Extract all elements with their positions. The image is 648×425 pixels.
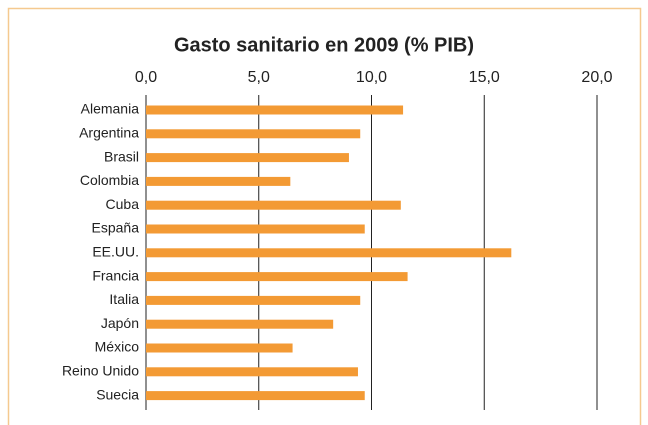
y-tick-label: Japón xyxy=(101,315,139,331)
y-tick-label: Colombia xyxy=(80,172,139,188)
y-tick-label: Reino Unido xyxy=(62,363,139,379)
frame xyxy=(7,7,642,425)
bar xyxy=(146,391,365,401)
y-tick-label: Brasil xyxy=(104,148,139,164)
y-tick-label: Italia xyxy=(109,291,139,307)
y-tick-label: Argentina xyxy=(79,125,139,141)
bar xyxy=(146,272,408,282)
y-tick-label: Suecia xyxy=(96,386,139,402)
chart-title: Gasto sanitario en 2009 (% PIB) xyxy=(174,34,474,56)
x-tick-label: 20,0 xyxy=(581,69,612,86)
bar xyxy=(146,295,361,305)
bar xyxy=(146,224,365,234)
x-tick-label: 0,0 xyxy=(135,69,157,86)
y-tick-label: Cuba xyxy=(106,196,140,212)
x-tick-label: 15,0 xyxy=(469,69,500,86)
y-tick-label: México xyxy=(95,339,140,355)
bar xyxy=(146,248,512,258)
x-tick-label: 10,0 xyxy=(356,69,387,86)
bar xyxy=(146,153,349,163)
bar xyxy=(146,367,358,377)
y-tick-label: EE.UU. xyxy=(92,244,139,260)
bar xyxy=(146,343,293,353)
bar xyxy=(146,200,401,210)
x-tick-label: 5,0 xyxy=(248,69,270,86)
y-tick-label: España xyxy=(92,220,140,236)
bar xyxy=(146,105,404,115)
bar xyxy=(146,176,291,186)
bar xyxy=(146,319,334,329)
y-tick-label: Francia xyxy=(92,267,139,283)
bar xyxy=(146,129,361,139)
y-tick-label: Alemania xyxy=(81,101,140,117)
